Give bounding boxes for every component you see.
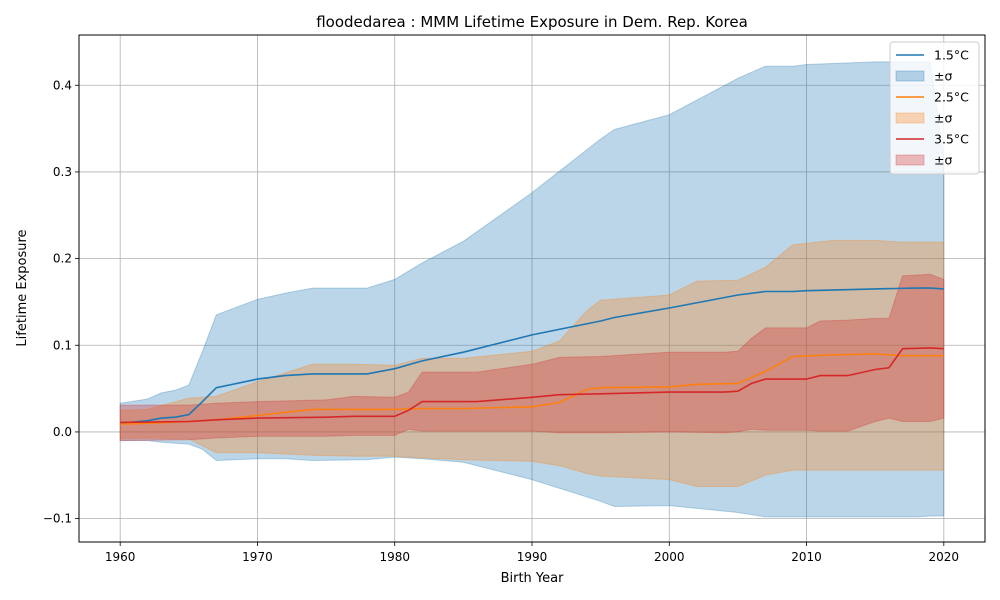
legend-label-band: ±σ <box>934 111 952 126</box>
x-tick-label: 2000 <box>654 550 685 564</box>
legend-band-swatch <box>895 112 925 124</box>
x-tick-label: 2010 <box>791 550 822 564</box>
y-tick-label: 0.3 <box>53 165 72 179</box>
legend-label-band: ±σ <box>934 69 952 84</box>
y-tick-label: 0.2 <box>53 252 72 266</box>
legend-label-line: 3.5°C <box>934 132 969 147</box>
legend-label-line: 2.5°C <box>934 90 969 105</box>
x-tick-label: 1980 <box>379 550 410 564</box>
band-series-2 <box>119 239 945 487</box>
x-tick-label: 1990 <box>517 550 548 564</box>
band-series-1 <box>119 61 945 518</box>
sigma-bands <box>119 61 945 518</box>
line-series-2 <box>120 353 944 425</box>
legend-label-line: 1.5°C <box>934 48 969 63</box>
y-tick-label: −0.1 <box>43 512 72 526</box>
x-tick-label: 1970 <box>242 550 273 564</box>
legend-band-swatch <box>895 70 925 82</box>
line-series-3 <box>120 347 944 424</box>
y-axis-label: Lifetime Exposure <box>15 229 30 346</box>
line-series-1 <box>120 287 944 425</box>
legend-box <box>889 41 980 175</box>
x-tick-label: 2020 <box>929 550 960 564</box>
band-series-3 <box>119 273 945 442</box>
y-tick-label: 0.0 <box>53 425 72 439</box>
x-tick-label: 1960 <box>105 550 136 564</box>
legend-label-band: ±σ <box>934 153 952 168</box>
legend: 1.5°C ±σ 2.5°C ±σ 3.5°C ±σ <box>889 41 980 175</box>
legend-band-swatch <box>895 154 925 166</box>
x-axis-label: Birth Year <box>501 571 565 586</box>
y-tick-label: 0.4 <box>53 78 72 92</box>
y-tick-label: 0.1 <box>53 338 72 352</box>
chart-title: floodedarea : MMM Lifetime Exposure in D… <box>316 13 748 31</box>
grid <box>79 35 985 542</box>
mean-lines <box>120 287 944 425</box>
axis-ticks: 1960 1970 1980 1990 2000 2010 2020 −0.1 0.0 0.1 0.… <box>43 78 959 564</box>
